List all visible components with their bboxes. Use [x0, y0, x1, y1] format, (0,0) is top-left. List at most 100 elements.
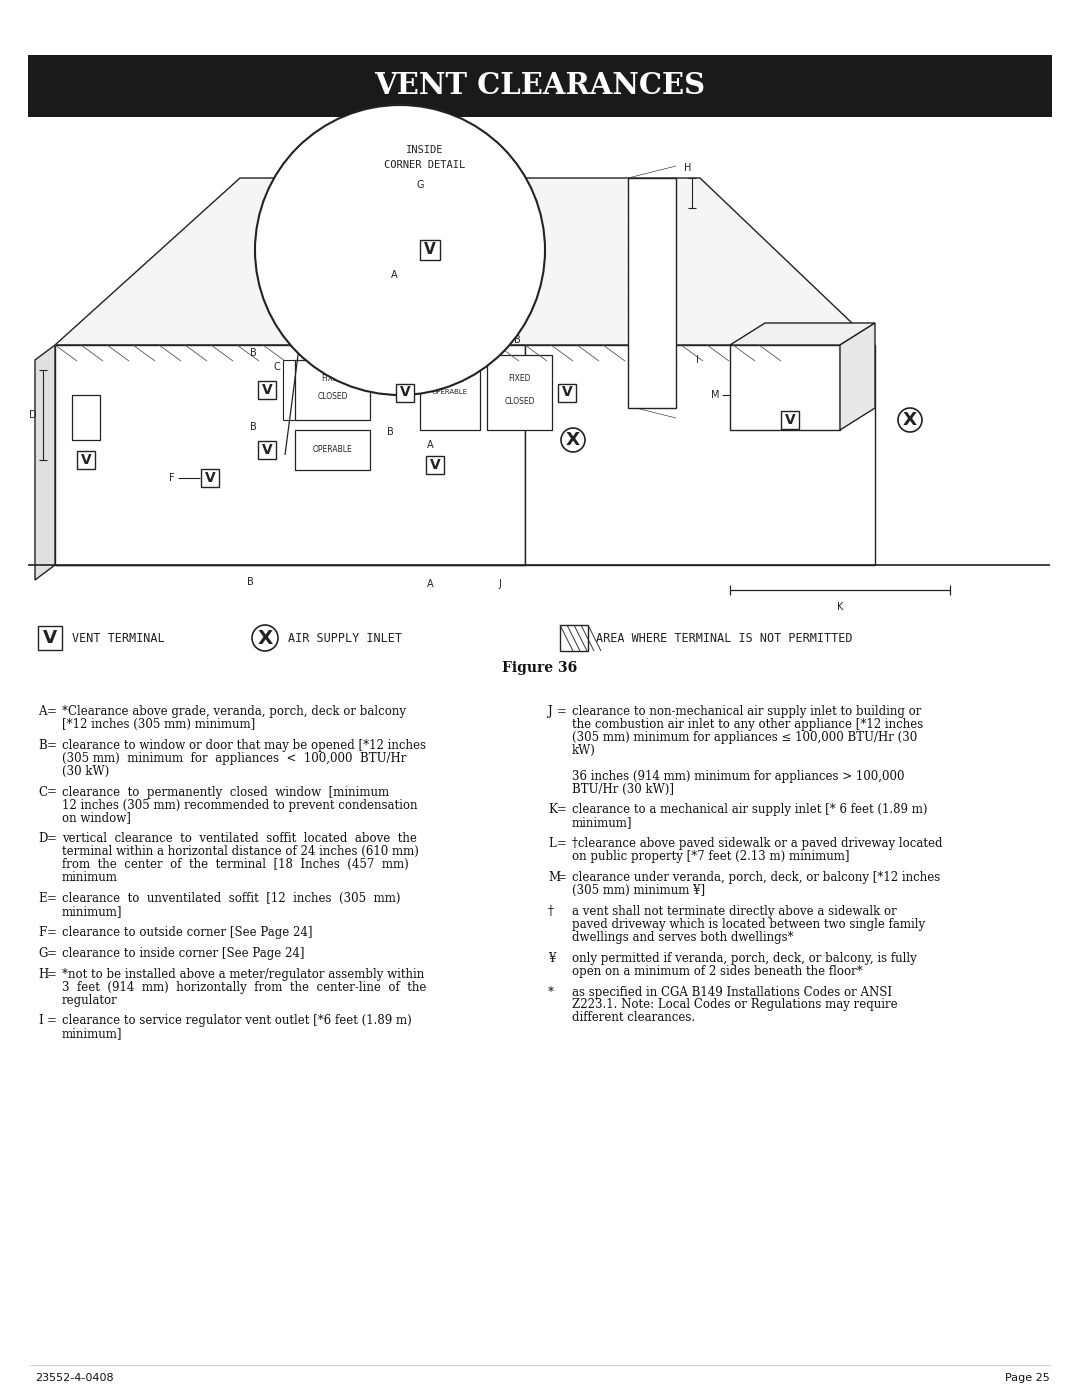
Text: (305 mm) minimum ¥]: (305 mm) minimum ¥] [572, 884, 705, 897]
Text: vertical  clearance  to  ventilated  soffit  located  above  the: vertical clearance to ventilated soffit … [62, 833, 417, 845]
Text: only permitted if veranda, porch, deck, or balcony, is fully: only permitted if veranda, porch, deck, … [572, 951, 917, 965]
Text: =: = [48, 926, 57, 939]
Text: Z223.1. Note: Local Codes or Regulations may require: Z223.1. Note: Local Codes or Regulations… [572, 999, 897, 1011]
Polygon shape [35, 345, 55, 580]
Text: minimum: minimum [62, 872, 118, 884]
Text: minimum]: minimum] [62, 905, 122, 918]
Text: CORNER DETAIL: CORNER DETAIL [384, 161, 465, 170]
Text: INSIDE: INSIDE [406, 145, 444, 155]
Text: a vent shall not terminate directly above a sidewalk or: a vent shall not terminate directly abov… [572, 905, 896, 918]
Text: V: V [81, 453, 92, 467]
Text: B: B [38, 739, 46, 752]
Text: (305 mm)  minimum  for  appliances  <  100,000  BTU/Hr: (305 mm) minimum for appliances < 100,00… [62, 752, 406, 764]
Text: H: H [38, 968, 49, 981]
Text: paved driveway which is located between two single family: paved driveway which is located between … [572, 918, 926, 930]
Text: C: C [38, 785, 48, 799]
Text: regulator: regulator [62, 993, 118, 1007]
Text: [*12 inches (305 mm) minimum]: [*12 inches (305 mm) minimum] [62, 718, 255, 731]
Text: minimum]: minimum] [62, 1027, 122, 1041]
Text: B: B [387, 427, 393, 437]
Bar [558, 384, 576, 401]
Text: clearance to a mechanical air supply inlet [* 6 feet (1.89 m): clearance to a mechanical air supply inl… [572, 803, 928, 816]
Bar [781, 411, 799, 429]
Bar [201, 469, 219, 488]
Text: †clearance above paved sidewalk or a paved driveway located: †clearance above paved sidewalk or a pav… [572, 837, 943, 851]
Text: CLOSED: CLOSED [504, 397, 535, 405]
Text: clearance to window or door that may be opened [*12 inches: clearance to window or door that may be … [62, 739, 426, 752]
Text: 3  feet  (914  mm)  horizontally  from  the  center-line  of  the: 3 feet (914 mm) horizontally from the ce… [62, 981, 427, 993]
Circle shape [252, 624, 278, 651]
Bar [396, 384, 414, 401]
Text: F: F [38, 926, 46, 939]
Text: H: H [684, 163, 691, 173]
Text: V: V [43, 629, 57, 647]
Text: OPERABLE: OPERABLE [312, 446, 352, 454]
Text: minimum]: minimum] [572, 816, 633, 830]
Text: V: V [205, 471, 215, 485]
Text: M: M [712, 390, 720, 400]
Text: *Clearance above grade, veranda, porch, deck or balcony: *Clearance above grade, veranda, porch, … [62, 705, 406, 718]
Text: V: V [261, 443, 272, 457]
Text: I: I [696, 355, 699, 365]
Text: 12 inches (305 mm) recommended to prevent condensation: 12 inches (305 mm) recommended to preven… [62, 799, 418, 812]
Text: =: = [48, 785, 57, 799]
Text: =: = [48, 893, 57, 905]
Text: BTU/Hr (30 kW)]: BTU/Hr (30 kW)] [572, 782, 674, 795]
Text: kW): kW) [572, 743, 596, 757]
Text: V: V [400, 386, 410, 400]
Text: Page 25: Page 25 [1005, 1373, 1050, 1383]
Text: B: B [514, 335, 521, 345]
Circle shape [897, 408, 922, 432]
Text: B: B [249, 348, 256, 358]
Text: G: G [38, 947, 48, 960]
Bar [77, 451, 95, 469]
Text: =: = [48, 947, 57, 960]
Text: A: A [427, 578, 433, 590]
Text: V: V [430, 458, 441, 472]
Text: B: B [387, 337, 393, 346]
Text: =: = [557, 837, 567, 851]
Text: X: X [903, 411, 917, 429]
Bar [258, 441, 276, 460]
Polygon shape [525, 345, 875, 564]
Text: *: * [548, 985, 554, 999]
Text: dwellings and serves both dwellings*: dwellings and serves both dwellings* [572, 930, 794, 944]
Text: the combustion air inlet to any other appliance [*12 inches: the combustion air inlet to any other ap… [572, 718, 923, 731]
Bar [295, 360, 370, 420]
Text: *not to be installed above a meter/regulator assembly within: *not to be installed above a meter/regul… [62, 968, 424, 981]
Text: B: B [427, 335, 433, 345]
Text: =: = [557, 872, 567, 884]
Text: C: C [273, 362, 281, 372]
Text: terminal within a horizontal distance of 24 inches (610 mm): terminal within a horizontal distance of… [62, 845, 419, 858]
Text: V: V [424, 243, 436, 257]
Text: AREA WHERE TERMINAL IS NOT PERMITTED: AREA WHERE TERMINAL IS NOT PERMITTED [596, 631, 852, 644]
Text: A: A [391, 270, 399, 279]
Text: clearance to inside corner [See Page 24]: clearance to inside corner [See Page 24] [62, 947, 305, 960]
Text: Figure 36: Figure 36 [502, 661, 578, 675]
Polygon shape [55, 177, 875, 345]
Text: FIXED: FIXED [321, 374, 343, 383]
Circle shape [255, 105, 545, 395]
Bar [633, 374, 663, 400]
Text: G: G [416, 180, 423, 190]
Text: on window]: on window] [62, 812, 131, 824]
Text: =: = [48, 968, 57, 981]
Text: VENT CLEARANCES: VENT CLEARANCES [375, 71, 705, 101]
Text: open on a minimum of 2 sides beneath the floor*: open on a minimum of 2 sides beneath the… [572, 965, 863, 978]
Text: as specified in CGA B149 Installations Codes or ANSI: as specified in CGA B149 Installations C… [572, 985, 892, 999]
Text: different clearances.: different clearances. [572, 1011, 696, 1024]
Text: clearance to non-mechanical air supply inlet to building or: clearance to non-mechanical air supply i… [572, 705, 921, 718]
Text: D: D [38, 833, 48, 845]
Polygon shape [55, 345, 525, 564]
Text: J: J [499, 578, 501, 590]
Bar [258, 381, 276, 400]
Polygon shape [55, 345, 525, 564]
Bar [420, 355, 480, 430]
Bar [627, 177, 676, 408]
Text: 23552-4-0408: 23552-4-0408 [35, 1373, 113, 1383]
Bar [561, 624, 588, 651]
Text: M: M [548, 872, 561, 884]
Polygon shape [730, 323, 875, 345]
Text: =: = [48, 1014, 57, 1027]
Text: clearance  to  permanently  closed  window  [minimum: clearance to permanently closed window [… [62, 785, 389, 799]
